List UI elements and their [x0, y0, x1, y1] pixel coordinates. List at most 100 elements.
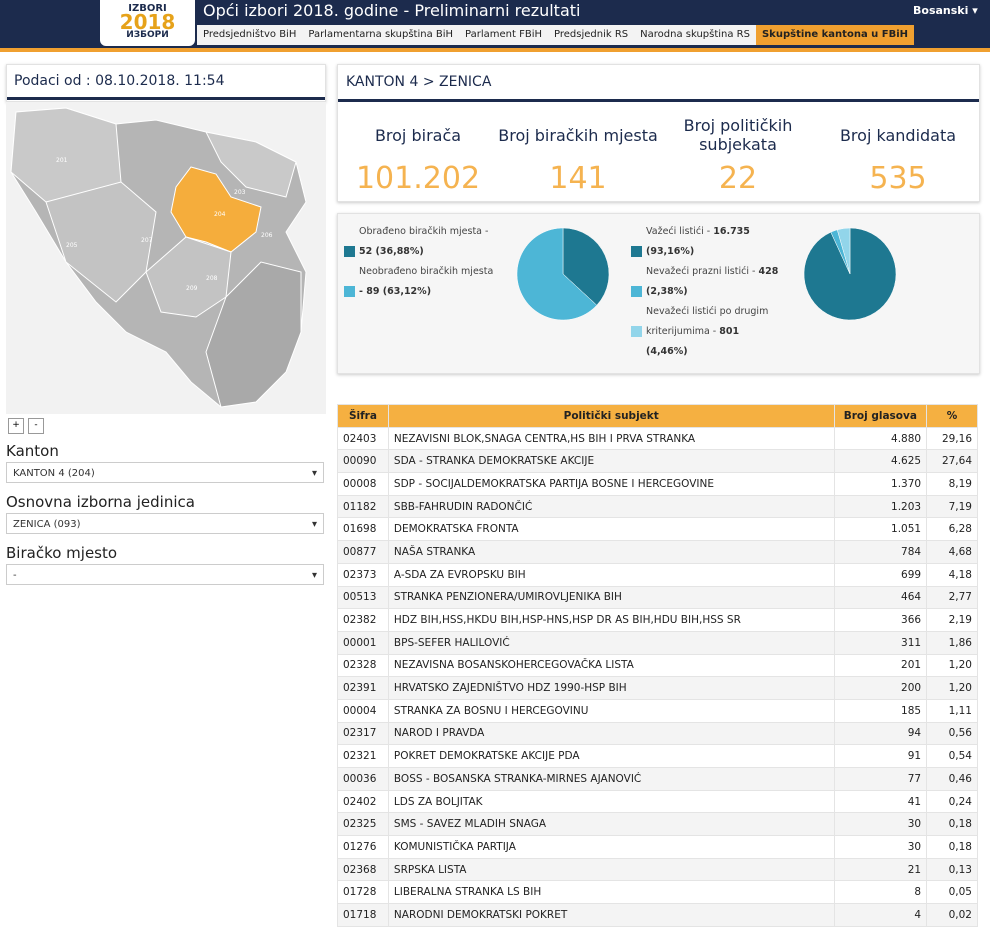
legend-label: Nevažeći prazni listići - — [646, 266, 756, 277]
results-table: Šifra Politički subjekt Broj glasova% 02403… — [337, 404, 978, 927]
table-cell: 41 — [833, 789, 928, 814]
legend-item: Neobrađeno biračkih mjesta - 89 (63,12%) — [344, 262, 494, 302]
header-cell: % — [926, 404, 978, 428]
table-cell: HDZ BIH,HSS,HKDU BIH,HSP-HNS,HSP DR AS B… — [387, 608, 835, 632]
table-cell: 02321 — [337, 744, 389, 768]
table-cell: 01698 — [337, 517, 389, 542]
table-cell: 30 — [833, 812, 928, 837]
logo[interactable]: IZBORI 2018 ИЗБОРИ — [100, 0, 195, 46]
table-cell: 94 — [833, 721, 928, 746]
table-cell: 02328 — [337, 653, 389, 678]
table-cell: NARODNI DEMOKRATSKI POKRET — [387, 903, 835, 927]
table-row: 02382 HDZ BIH,HSS,HKDU BIH,HSP-HNS,HSP DR… — [337, 608, 978, 632]
table-cell: SMS - SAVEZ MLADIH SNAGA — [387, 812, 835, 837]
zoom-button[interactable]: + — [8, 418, 24, 434]
table-cell: 27,64 — [926, 449, 978, 474]
nav-tab[interactable]: Parlament FBiH — [465, 29, 543, 40]
table-row: 02328 NEZAVISNA BOSANSKOHERCEGOVAČKA LIST… — [337, 653, 978, 678]
table-cell: 0,05 — [926, 880, 978, 905]
table-cell: 00036 — [337, 767, 389, 791]
table-cell: 02391 — [337, 676, 389, 700]
table-cell: SDA - STRANKA DEMOKRATSKE AKCIJE — [387, 449, 835, 474]
table-row: 02373 A-SDA ZA EVROPSKU BIH 699 4,18 — [337, 562, 978, 587]
table-cell: HRVATSKO ZAJEDNIŠTVO HDZ 1990-HSP BIH — [387, 676, 835, 700]
page-title: Opći izbori 2018. godine - Preliminarni … — [203, 1, 581, 20]
filter-select[interactable]: ZENICA (093) — [6, 513, 324, 535]
language-select[interactable]: Bosanski ▾ — [913, 4, 978, 17]
pie-slice — [836, 227, 851, 275]
nav-tab[interactable]: Skupštine kantona u FBiH — [755, 25, 915, 45]
table-cell: 1,20 — [926, 653, 978, 678]
table-cell: 01276 — [337, 835, 389, 859]
table-cell: 200 — [833, 676, 928, 700]
legend-item: Nevažeći listići po drugim kriterijumima… — [631, 302, 781, 362]
stat: Broj birača 101.202 — [338, 109, 498, 197]
table-row: 00001 BPS-SEFER HALILOVIĆ 311 1,86 — [337, 630, 978, 655]
zoom-button[interactable]: - — [28, 418, 44, 434]
table-cell: 8,19 — [926, 472, 978, 496]
table-cell: 00513 — [337, 585, 389, 610]
table-cell: 01182 — [337, 494, 389, 519]
stat-value: 22 — [718, 161, 758, 196]
table-cell: A-SDA ZA EVROPSKU BIH — [387, 562, 835, 587]
map-label: 206 — [261, 232, 273, 239]
stat: Broj kandidata 535 — [818, 109, 978, 197]
stat: Broj biračkih mjesta 141 — [498, 109, 658, 197]
map-label: 207 — [141, 237, 153, 244]
table-cell: 91 — [833, 744, 928, 768]
map: 201 203 204 205 206 207 208 209 — [6, 102, 326, 414]
table-cell: SRPSKA LISTA — [387, 857, 835, 882]
table-cell: LIBERALNA STRANKA LS BIH — [387, 880, 835, 905]
table-cell: 8 — [833, 880, 928, 905]
legend-label: Nevažeći listići po drugim kriterijumima… — [646, 306, 769, 337]
table-cell: 29,16 — [926, 426, 978, 451]
stat-label: Broj birača — [374, 125, 462, 145]
map-region[interactable] — [205, 261, 302, 408]
table-cell: 4.625 — [833, 449, 928, 474]
table-cell: NEZAVISNA BOSANSKOHERCEGOVAČKA LISTA — [387, 653, 835, 678]
table-cell: BOSS - BOSANSKA STRANKA-MIRNES AJANOVIĆ — [387, 767, 835, 791]
table-cell: 201 — [833, 653, 928, 678]
logo-year: 2018 — [119, 10, 176, 34]
nav-tab[interactable]: Predsjedništvo BiH — [203, 29, 297, 40]
filter-select[interactable]: KANTON 4 (204) — [6, 462, 324, 484]
table-row: 00004 STRANKA ZA BOSNU I HERCEGOVINU 185 1,… — [337, 698, 978, 723]
table-cell: 02368 — [337, 857, 389, 882]
zoom: + - — [8, 418, 44, 434]
table-cell: 02402 — [337, 789, 389, 814]
pie-chart — [803, 227, 897, 321]
top-bar: IZBORI 2018 ИЗБОРИ Opći izbori 2018. god… — [0, 0, 990, 52]
stat-value: 535 — [869, 161, 927, 196]
map-label: 209 — [186, 285, 198, 292]
table-cell: SDP - SOCIJALDEMOKRATSKA PARTIJA BOSNE I… — [387, 472, 835, 496]
update-box: Podaci od : 08.10.2018. 11:54 — [6, 64, 326, 102]
legend-value: 16.735 (93,16%) — [646, 226, 750, 257]
table-cell: 1,86 — [926, 630, 978, 655]
nav-tab[interactable]: Parlamentarna skupština BiH — [308, 29, 454, 40]
updated: Podaci od : 08.10.2018. 11:54 — [7, 65, 325, 100]
stat-value: 141 — [549, 161, 607, 196]
table-cell: 699 — [833, 562, 928, 587]
stat-value: 101.202 — [355, 161, 481, 196]
map-label: 208 — [206, 275, 218, 282]
legend-value: 428 (2,38%) — [646, 266, 779, 297]
table-cell: 1,20 — [926, 676, 978, 700]
nav-tab[interactable]: Predsjednik RS — [554, 29, 629, 40]
table-cell: 01718 — [337, 903, 389, 927]
table-cell: 00877 — [337, 540, 389, 564]
legend-item: Nevažeći prazni listići - 428 (2,38%) — [631, 262, 781, 302]
table-cell: 2,19 — [926, 608, 978, 632]
table-cell: SBB-FAHRUDIN RADONČIĆ — [387, 494, 835, 519]
table-cell: 00004 — [337, 698, 389, 723]
table-cell: 6,28 — [926, 517, 978, 542]
table-cell: 7,19 — [926, 494, 978, 519]
filter-select[interactable]: - — [6, 564, 324, 586]
table-cell: 02325 — [337, 812, 389, 837]
legend-item: Obrađeno biračkih mjesta - 52 (36,88%) — [344, 222, 494, 262]
pie-slice — [562, 227, 610, 306]
nav-tab[interactable]: Narodna skupština RS — [640, 29, 750, 40]
pie-legend: Važeći listići - 16.735 (93,16%) Nevažeći… — [631, 222, 781, 362]
table-cell: 2,77 — [926, 585, 978, 610]
map-region[interactable] — [205, 131, 297, 198]
